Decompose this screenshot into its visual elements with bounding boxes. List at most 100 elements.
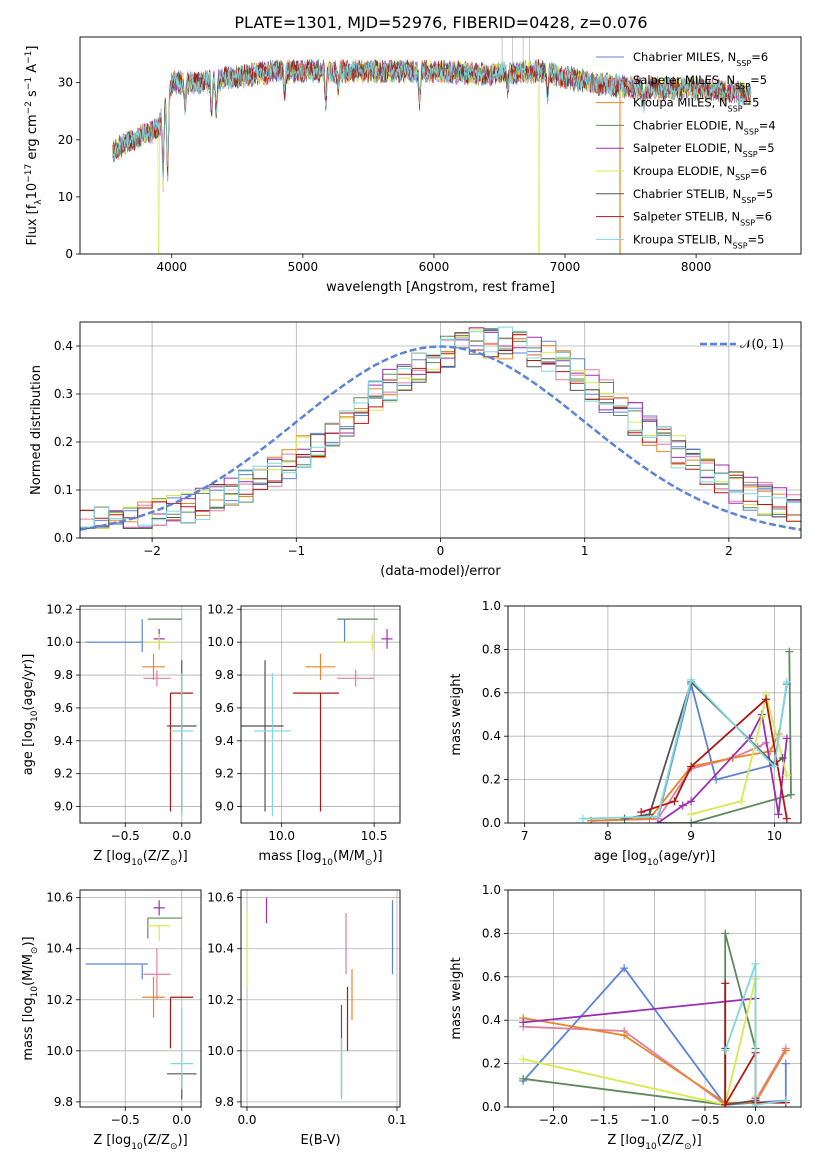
plot-area-age_vs_mass [241, 618, 393, 817]
x-tick-label: 0 [437, 544, 445, 558]
y-tick-label: 0.0 [482, 816, 501, 830]
y-tick-label: 10.4 [207, 942, 234, 956]
y-axis-label: Normed distribution [29, 365, 44, 495]
panel-residuals: −2 −1 0 1 2 0.0 0.1 0.2 0.3 0.4 (data-model)/error… [29, 321, 802, 579]
errorbar-point [305, 653, 336, 680]
errorbar-point [147, 925, 171, 942]
x-tick-label: 9 [687, 829, 695, 843]
weight-marker [785, 647, 794, 656]
x-tick-label: −1.5 [589, 1113, 618, 1127]
weight-marker [770, 762, 779, 771]
y-tick-label: 0 [65, 247, 73, 261]
x-tick-label: 2 [725, 544, 733, 558]
x-tick-label: 10 [767, 829, 782, 843]
weight-marker [721, 929, 730, 938]
legend: Chabrier MILES, NSSP=6 Salpeter MILES, NS… [596, 50, 776, 250]
y-tick-label: 0.0 [482, 1100, 501, 1114]
axes-frame [79, 889, 202, 1108]
y-axis-label: Flux [fλ10−17 erg cm−2 s−1 A−1] [24, 46, 44, 246]
plot-area-spectrum [112, 37, 752, 254]
legend-entry: Chabrier STELIB, NSSP=5 [633, 187, 773, 205]
y-tick-label: 0.1 [54, 483, 73, 497]
panel-mass_vs_Z: −0.5 0.0 9.8 10.0 10.2 10.4 10.6 Z [log10(Z/Z⊙)… [21, 889, 202, 1152]
y-tick-label: 10.0 [207, 1044, 234, 1058]
weight-marker [781, 1096, 790, 1105]
x-tick-label: 1 [581, 544, 589, 558]
panel-age_vs_Z: −0.5 0.0 9.0 9.2 9.4 9.6 9.8 10.0 10.2 Z [log10(Z… [21, 602, 202, 868]
x-tick-label: 0.0 [237, 1113, 256, 1127]
axes-frame [240, 605, 401, 824]
weight-line-4 [657, 651, 792, 823]
errorbar-point [241, 660, 284, 812]
axes-frame [79, 605, 202, 824]
y-tick-label: 10.2 [46, 993, 73, 1007]
y-tick-label: 0.4 [482, 1013, 501, 1027]
weight-marker [678, 801, 687, 810]
y-tick-label: 0.6 [482, 686, 501, 700]
x-tick-label: 0.0 [172, 829, 191, 843]
plot-area-mass_vs_ebv [246, 897, 394, 1100]
y-tick-label: 0.8 [482, 926, 501, 940]
x-axis-label: Z [log10(Z/Z⊙)] [93, 849, 187, 868]
y-tick-label: 9.2 [54, 767, 73, 781]
errorbar-point [381, 629, 393, 649]
weight-marker [687, 810, 696, 819]
y-tick-label: 1.0 [482, 599, 501, 613]
x-tick-label: −0.5 [111, 1113, 140, 1127]
y-tick-label: 9.6 [54, 701, 73, 715]
x-axis-label: wavelength [Angstrom, rest frame] [326, 280, 555, 295]
y-tick-label: 10.0 [46, 635, 73, 649]
x-tick-label: 4000 [156, 260, 187, 274]
x-axis-label: age [log10(age/yr)] [594, 849, 716, 868]
errorbar-point [292, 692, 339, 812]
weight-marker [751, 959, 760, 968]
weight-marker [620, 814, 629, 823]
x-tick-label: 10.5 [361, 829, 388, 843]
x-tick-label: 0.0 [746, 1113, 765, 1127]
frame-age_vs_Z: −0.5 0.0 9.0 9.2 9.4 9.6 9.8 10.0 10.2 Z [log10(Z… [21, 602, 202, 868]
weight-marker [782, 677, 791, 686]
weight-marker [782, 771, 791, 780]
errorbar-point [147, 917, 182, 939]
y-tick-label: 10.4 [46, 942, 73, 956]
y-tick-label: 10.2 [46, 602, 73, 616]
panel-age_vs_mass: 10.0 10.5 9.0 9.2 9.4 9.6 9.8 10.0 10.2 mass [log… [207, 602, 401, 868]
axes-frame [79, 36, 802, 255]
weight-marker [782, 734, 791, 743]
errorbar-point [147, 633, 171, 651]
histogram-8 [80, 334, 801, 522]
weight-marker [687, 797, 696, 806]
x-tick-label: −2 [143, 544, 161, 558]
plot-area-residuals [80, 326, 801, 531]
y-tick-label: 0.8 [482, 642, 501, 656]
weight-marker [721, 1100, 730, 1107]
y-tick-label: 0.4 [54, 339, 73, 353]
weight-marker [787, 790, 796, 799]
weight-marker [781, 1059, 790, 1068]
weight-marker [637, 808, 646, 817]
y-axis-label: mass [log10(M/M⊙)] [21, 936, 40, 1060]
axes-frame [240, 889, 401, 1108]
weight-marker [653, 812, 662, 821]
errorbar-point [253, 673, 291, 817]
x-tick-label: 10.0 [268, 829, 295, 843]
x-tick-label: −1.0 [640, 1113, 669, 1127]
plot-area-weight_vs_age [578, 647, 796, 823]
weight-marker [737, 797, 746, 806]
y-tick-label: 0.4 [482, 729, 501, 743]
errorbar-point [142, 653, 165, 680]
legend-entry: Salpeter MILES, NSSP=5 [633, 73, 767, 91]
weight-line-3 [591, 733, 780, 822]
x-axis-label: E(B-V) [300, 1133, 340, 1148]
legend-entry: Kroupa STELIB, NSSP=5 [633, 232, 764, 250]
y-tick-label: 9.8 [54, 1095, 73, 1109]
weight-marker [778, 753, 787, 762]
errorbar-point [169, 996, 194, 1049]
y-tick-label: 20 [58, 133, 73, 147]
frame-residuals: −2 −1 0 1 2 0.0 0.1 0.2 0.3 0.4 (data-model)/error… [29, 321, 802, 579]
errorbar-point [142, 976, 165, 1018]
weight-marker [578, 814, 587, 823]
y-tick-label: 9.8 [215, 1095, 234, 1109]
y-tick-label: 9.4 [54, 734, 73, 748]
y-tick-label: 9.8 [54, 668, 73, 682]
